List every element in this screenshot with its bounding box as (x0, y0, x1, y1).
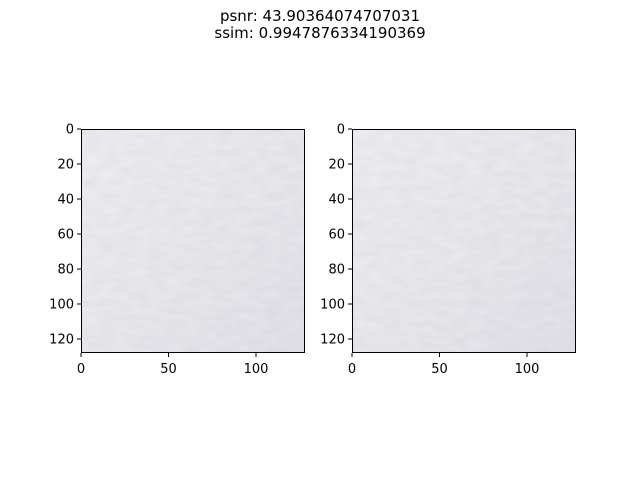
image-texture-1 (81, 129, 305, 353)
image-panel-1: 0 50 100 0 20 40 60 80 100 120 (49, 123, 305, 377)
y-tick-label-120: 120 (49, 333, 74, 348)
x-tick-label-50: 50 (431, 362, 448, 377)
x-tick-label-50: 50 (160, 362, 177, 377)
axes-frame-2 (352, 129, 576, 353)
y-tick-label-0: 0 (66, 123, 74, 138)
y-tick-label-80: 80 (57, 263, 74, 278)
image-texture-2 (352, 129, 576, 353)
x-tick-label-0: 0 (348, 362, 356, 377)
image-panel-2: 0 50 100 0 20 40 60 80 100 120 (320, 123, 576, 377)
x-tick-label-100: 100 (515, 362, 540, 377)
figure-title-line-1: psnr: 43.90364074707031 (219, 7, 421, 25)
x-tick-label-0: 0 (77, 362, 85, 377)
y-tick-label-100: 100 (49, 298, 74, 313)
y-tick-label-80: 80 (328, 263, 345, 278)
y-tick-label-120: 120 (320, 333, 345, 348)
x-tick-label-100: 100 (244, 362, 269, 377)
figure-title-line-2: ssim: 0.9947876334190369 (214, 24, 426, 42)
y-tick-label-20: 20 (57, 158, 74, 173)
y-tick-label-20: 20 (328, 158, 345, 173)
y-tick-label-60: 60 (57, 228, 74, 243)
y-tick-label-100: 100 (320, 298, 345, 313)
y-tick-label-60: 60 (328, 228, 345, 243)
y-tick-label-40: 40 (328, 193, 345, 208)
y-tick-label-0: 0 (337, 123, 345, 138)
axes-frame-1 (81, 129, 305, 353)
y-tick-label-40: 40 (57, 193, 74, 208)
